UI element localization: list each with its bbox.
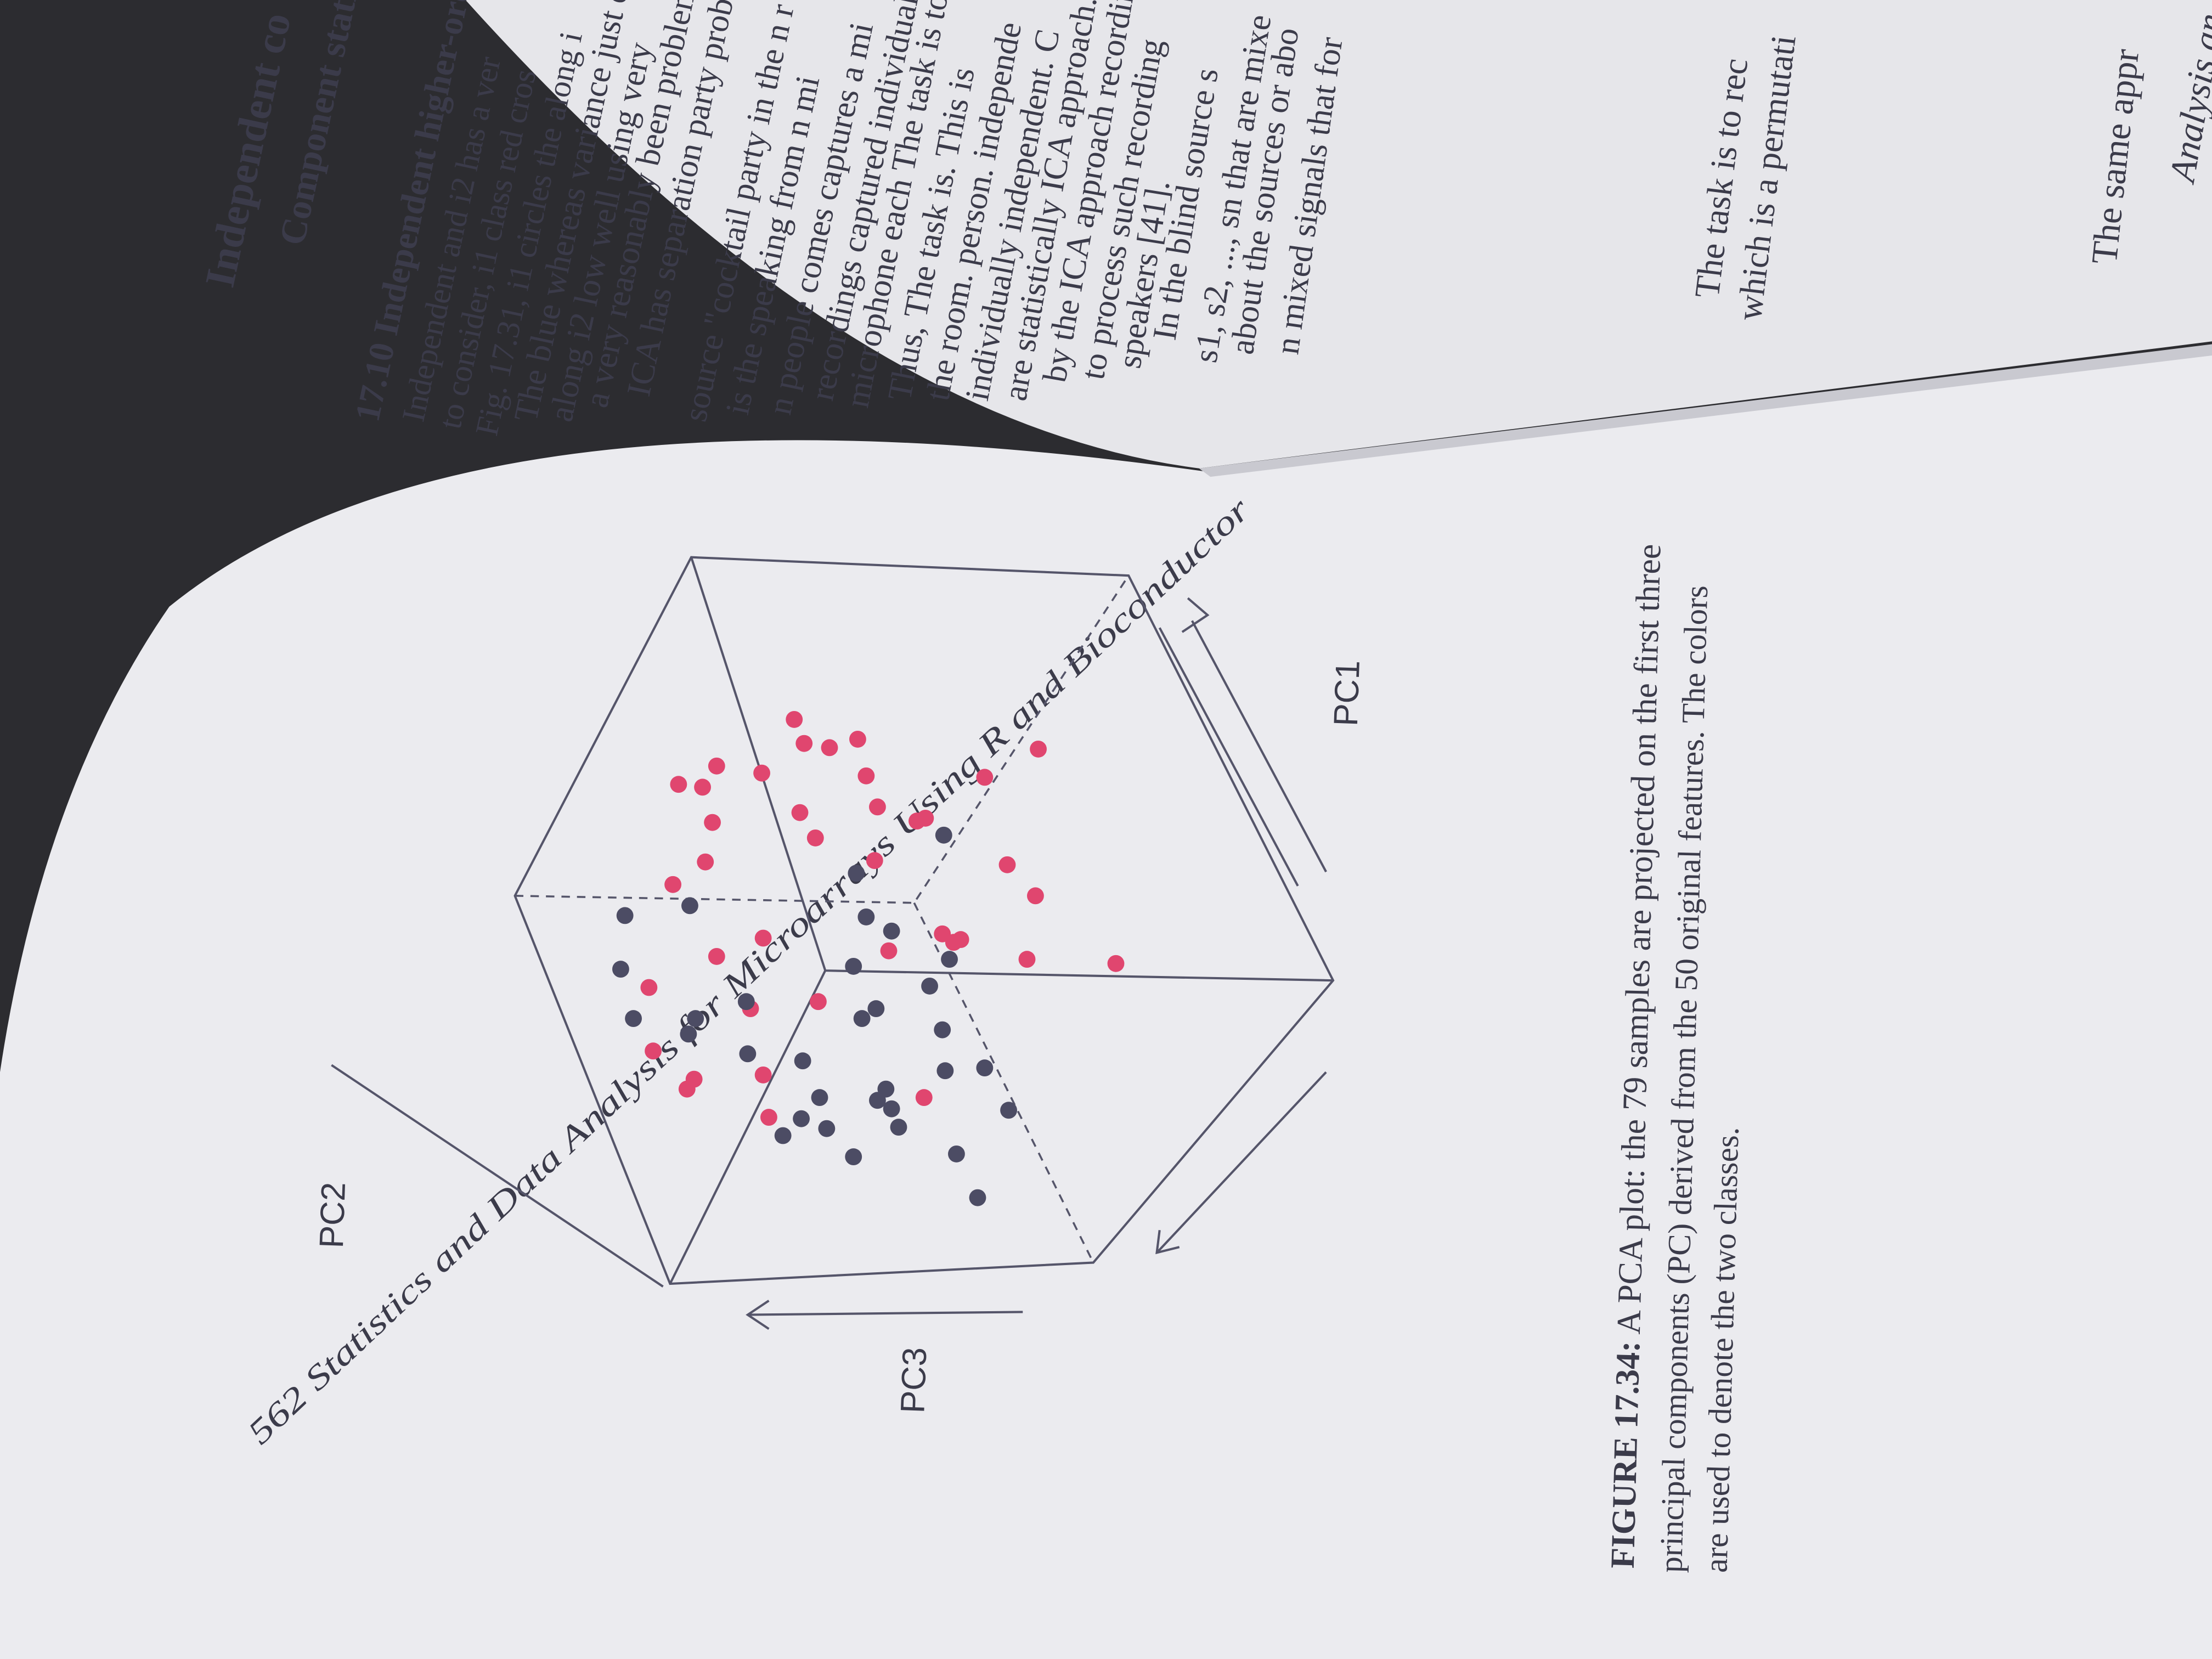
facing-page [465,0,2212,469]
axis-arrows [331,597,1327,1330]
left-page [0,346,2212,1659]
axis-label: PC1 [1327,659,1367,726]
facing-page-line: Independent co [196,9,300,291]
axis-label: PC3 [894,1347,934,1414]
page-shadow [1199,344,2212,477]
caption-label: FIGURE 17.34: [1604,1340,1647,1568]
axis-label: PC2 [313,1182,353,1249]
sample-points [612,711,1125,1206]
